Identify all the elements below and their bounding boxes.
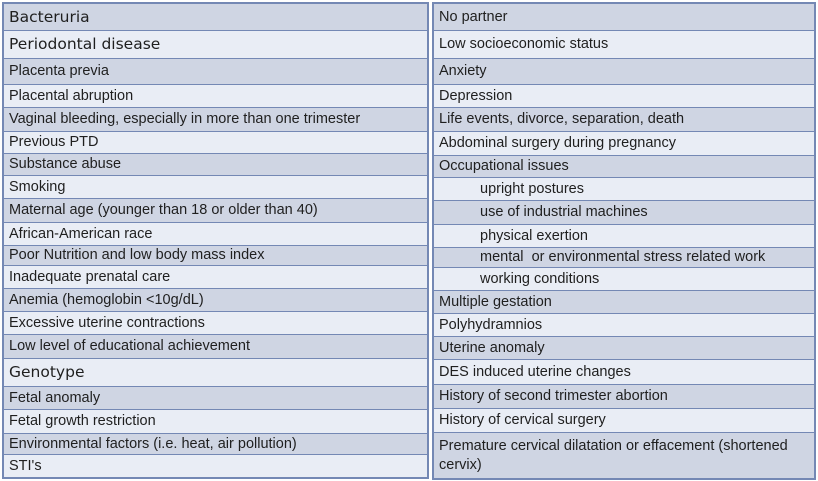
row-label: Abdominal surgery during pregnancy — [439, 135, 676, 152]
table-row: STI's — [4, 455, 427, 477]
table-row: use of industrial machines — [434, 201, 814, 225]
row-label: Placental abruption — [9, 87, 134, 104]
table-row: Depression — [434, 85, 814, 108]
table-row: Previous PTD — [4, 132, 427, 154]
row-label: mental or environmental stress related w… — [480, 249, 766, 266]
table-row: No partner — [434, 4, 814, 31]
table-row: Anxiety — [434, 59, 814, 85]
row-label: Inadequate prenatal care — [9, 268, 171, 285]
table-row: Genotype — [4, 359, 427, 387]
row-label: Environmental factors (i.e. heat, air po… — [9, 435, 297, 452]
table-row: Life events, divorce, separation, death — [434, 108, 814, 132]
table-row: Placenta previa — [4, 59, 427, 85]
row-label: Genotype — [9, 363, 85, 382]
table-row: working conditions — [434, 268, 814, 291]
row-label: STI's — [9, 457, 42, 474]
row-label: Low socioeconomic status — [439, 36, 609, 53]
table-row: Excessive uterine contractions — [4, 312, 427, 335]
row-label: Low level of educational achievement — [9, 338, 251, 355]
row-label: Fetal growth restriction — [9, 413, 156, 430]
row-label: Placenta previa — [9, 63, 109, 80]
table-row: Multiple gestation — [434, 291, 814, 314]
table-row: Environmental factors (i.e. heat, air po… — [4, 434, 427, 455]
row-label: Occupational issues — [439, 158, 569, 175]
table-row: Placental abruption — [4, 85, 427, 108]
row-label: Life events, divorce, separation, death — [439, 111, 685, 128]
row-label: Periodontal disease — [9, 35, 161, 54]
table-row: African-American race — [4, 223, 427, 246]
row-label: African-American race — [9, 225, 153, 242]
table-row: Low level of educational achievement — [4, 335, 427, 359]
row-label: Premature cervical dilatation or effacem… — [439, 438, 792, 473]
row-label: Depression — [439, 87, 513, 104]
table-row: Periodontal disease — [4, 31, 427, 59]
table-row: Anemia (hemoglobin <10g/dL) — [4, 289, 427, 312]
table-row: mental or environmental stress related w… — [434, 248, 814, 268]
table-row: Fetal anomaly — [4, 387, 427, 410]
row-label: DES induced uterine changes — [439, 363, 631, 380]
row-label: working conditions — [480, 270, 600, 287]
row-label: upright postures — [480, 180, 584, 197]
row-label: Uterine anomaly — [439, 339, 545, 356]
table-row: upright postures — [434, 178, 814, 201]
table-row: Smoking — [4, 176, 427, 199]
table-row: History of cervical surgery — [434, 409, 814, 433]
row-label: History of second trimester abortion — [439, 388, 668, 405]
table-row: DES induced uterine changes — [434, 360, 814, 385]
table-row: Fetal growth restriction — [4, 410, 427, 434]
row-label: Anemia (hemoglobin <10g/dL) — [9, 291, 204, 308]
row-label: Smoking — [9, 178, 66, 195]
row-label: History of cervical surgery — [439, 412, 606, 429]
row-label: Maternal age (younger than 18 or older t… — [9, 202, 318, 219]
table-row: Uterine anomaly — [434, 337, 814, 360]
row-label: Anxiety — [439, 63, 487, 80]
row-label: use of industrial machines — [480, 204, 648, 221]
table-row: Maternal age (younger than 18 or older t… — [4, 199, 427, 223]
row-label: Previous PTD — [9, 134, 99, 151]
table-row: Poor Nutrition and low body mass index — [4, 246, 427, 266]
table-row: physical exertion — [434, 225, 814, 248]
row-label: Multiple gestation — [439, 293, 552, 310]
table-row: Low socioeconomic status — [434, 31, 814, 59]
row-label: Excessive uterine contractions — [9, 314, 205, 331]
row-label: Fetal anomaly — [9, 389, 101, 406]
risk-table-left-column: Bacteruria Periodontal disease Placenta pr… — [2, 2, 429, 479]
row-label: Substance abuse — [9, 156, 122, 173]
table-row: Abdominal surgery during pregnancy — [434, 132, 814, 156]
table-row: Vaginal bleeding, especially in more tha… — [4, 108, 427, 132]
table-row: Inadequate prenatal care — [4, 266, 427, 289]
row-label: physical exertion — [480, 227, 588, 244]
table-row: History of second trimester abortion — [434, 385, 814, 409]
row-label: Vaginal bleeding, especially in more tha… — [9, 111, 361, 128]
row-label: Bacteruria — [9, 7, 90, 26]
row-label: No partner — [439, 8, 508, 25]
table-row: Bacteruria — [4, 4, 427, 31]
table-row: Substance abuse — [4, 154, 427, 176]
table-row: Premature cervical dilatation or effacem… — [434, 433, 814, 478]
table-row: Polyhydramnios — [434, 314, 814, 337]
row-label: Polyhydramnios — [439, 316, 543, 333]
risk-table-right-column: No partner Low socioeconomic status Anxiet… — [432, 2, 816, 480]
table-row: Occupational issues — [434, 156, 814, 178]
row-label: Poor Nutrition and low body mass index — [9, 247, 265, 264]
